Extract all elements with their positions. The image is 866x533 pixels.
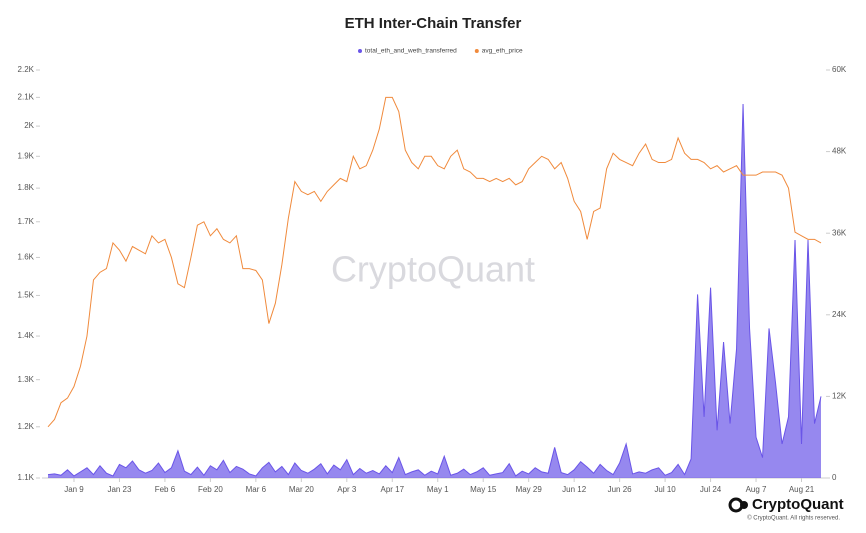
x-tick-label: May 15 xyxy=(470,485,497,494)
legend-marker xyxy=(358,49,362,53)
x-tick-label: Mar 20 xyxy=(289,485,314,494)
x-tick-label: Apr 17 xyxy=(380,485,404,494)
legend-marker xyxy=(474,49,479,53)
x-tick-label: Jun 12 xyxy=(562,485,587,494)
series-line xyxy=(47,103,822,477)
y-tick-label: 1.1K xyxy=(18,473,35,482)
y-tick-label: 2K xyxy=(24,121,34,130)
legend-label: avg_eth_price xyxy=(482,48,523,55)
y-tick-label: 2.2K xyxy=(18,65,35,74)
brand-name: CryptoQuant xyxy=(752,496,844,513)
x-tick-label: Jan 9 xyxy=(64,485,84,494)
y-tick-label: 1.9K xyxy=(18,151,35,160)
x-tick-label: Aug 7 xyxy=(746,485,767,494)
x-tick-label: May 29 xyxy=(516,485,543,494)
brand-logo xyxy=(728,497,748,513)
y-tick-label: 1.3K xyxy=(18,375,35,384)
y-tick-label: 2.1K xyxy=(18,92,35,101)
x-tick-label: Jun 26 xyxy=(608,485,633,494)
y-tick-label: 1.5K xyxy=(18,291,35,300)
y2-tick-label: 24K xyxy=(832,310,847,319)
y2-tick-label: 0 xyxy=(832,473,837,482)
x-tick-label: Mar 6 xyxy=(246,485,267,494)
x-tick-label: Feb 20 xyxy=(198,485,223,494)
x-tick-label: Jul 24 xyxy=(700,485,722,494)
legend-label: total_eth_and_weth_transferred xyxy=(365,48,457,55)
series-line xyxy=(47,96,822,428)
y-tick-label: 1.2K xyxy=(18,422,35,431)
y2-tick-label: 12K xyxy=(832,392,847,401)
copyright: © CryptoQuant. All rights reserved. xyxy=(747,515,840,522)
x-tick-label: Apr 3 xyxy=(337,485,357,494)
x-tick-label: Feb 6 xyxy=(155,485,176,494)
x-tick-label: Aug 21 xyxy=(789,485,815,494)
y-tick-label: 1.8K xyxy=(18,183,35,192)
watermark: CryptoQuant xyxy=(331,249,535,290)
y-tick-label: 1.7K xyxy=(18,217,35,226)
y2-tick-label: 60K xyxy=(832,65,847,74)
chart-title: ETH Inter-Chain Transfer xyxy=(345,15,522,32)
x-tick-label: Jan 23 xyxy=(107,485,132,494)
y-tick-label: 1.4K xyxy=(18,331,35,340)
x-tick-label: Jul 10 xyxy=(654,485,676,494)
y2-tick-label: 48K xyxy=(832,147,847,156)
y-tick-label: 1.6K xyxy=(18,253,35,262)
y2-tick-label: 36K xyxy=(832,228,847,237)
x-tick-label: May 1 xyxy=(427,485,449,494)
